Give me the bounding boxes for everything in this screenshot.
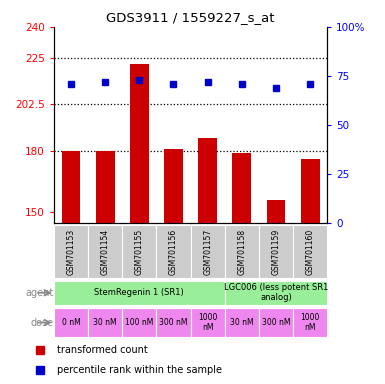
Bar — [54, 308, 88, 337]
Text: agent: agent — [25, 288, 53, 298]
Bar — [191, 308, 225, 337]
Bar — [122, 308, 156, 337]
Bar — [225, 225, 259, 278]
Text: GSM701158: GSM701158 — [237, 228, 246, 275]
Text: GSM701159: GSM701159 — [271, 228, 281, 275]
Text: dose: dose — [30, 318, 53, 328]
Bar — [259, 225, 293, 278]
Bar — [259, 308, 293, 337]
Bar — [164, 149, 183, 223]
Bar — [293, 308, 327, 337]
Text: GSM701155: GSM701155 — [135, 228, 144, 275]
Text: 1000
nM: 1000 nM — [300, 313, 320, 332]
Bar — [130, 64, 149, 223]
Text: 1000
nM: 1000 nM — [198, 313, 218, 332]
Text: 0 nM: 0 nM — [62, 318, 80, 327]
Text: LGC006 (less potent SR1
analog): LGC006 (less potent SR1 analog) — [224, 283, 328, 303]
Bar — [96, 151, 115, 223]
Bar — [88, 308, 122, 337]
Bar — [54, 281, 225, 305]
Bar — [62, 151, 80, 223]
Bar — [225, 308, 259, 337]
Bar — [191, 225, 225, 278]
Text: GSM701160: GSM701160 — [306, 228, 315, 275]
Bar — [156, 225, 191, 278]
Bar — [122, 225, 156, 278]
Text: GSM701153: GSM701153 — [67, 228, 75, 275]
Bar — [301, 159, 320, 223]
Bar — [225, 281, 327, 305]
Text: 100 nM: 100 nM — [125, 318, 154, 327]
Text: transformed count: transformed count — [57, 345, 148, 355]
Text: GSM701157: GSM701157 — [203, 228, 212, 275]
Bar — [233, 152, 251, 223]
Text: 300 nM: 300 nM — [262, 318, 290, 327]
Bar — [156, 308, 191, 337]
Text: GSM701154: GSM701154 — [100, 228, 110, 275]
Text: 300 nM: 300 nM — [159, 318, 188, 327]
Text: percentile rank within the sample: percentile rank within the sample — [57, 365, 223, 375]
Bar — [293, 225, 327, 278]
Text: StemRegenin 1 (SR1): StemRegenin 1 (SR1) — [94, 288, 184, 297]
Bar — [266, 200, 285, 223]
Text: GSM701156: GSM701156 — [169, 228, 178, 275]
Text: 30 nM: 30 nM — [93, 318, 117, 327]
Title: GDS3911 / 1559227_s_at: GDS3911 / 1559227_s_at — [106, 11, 275, 24]
Text: 30 nM: 30 nM — [230, 318, 254, 327]
Bar — [54, 225, 88, 278]
Bar — [198, 138, 217, 223]
Bar — [88, 225, 122, 278]
